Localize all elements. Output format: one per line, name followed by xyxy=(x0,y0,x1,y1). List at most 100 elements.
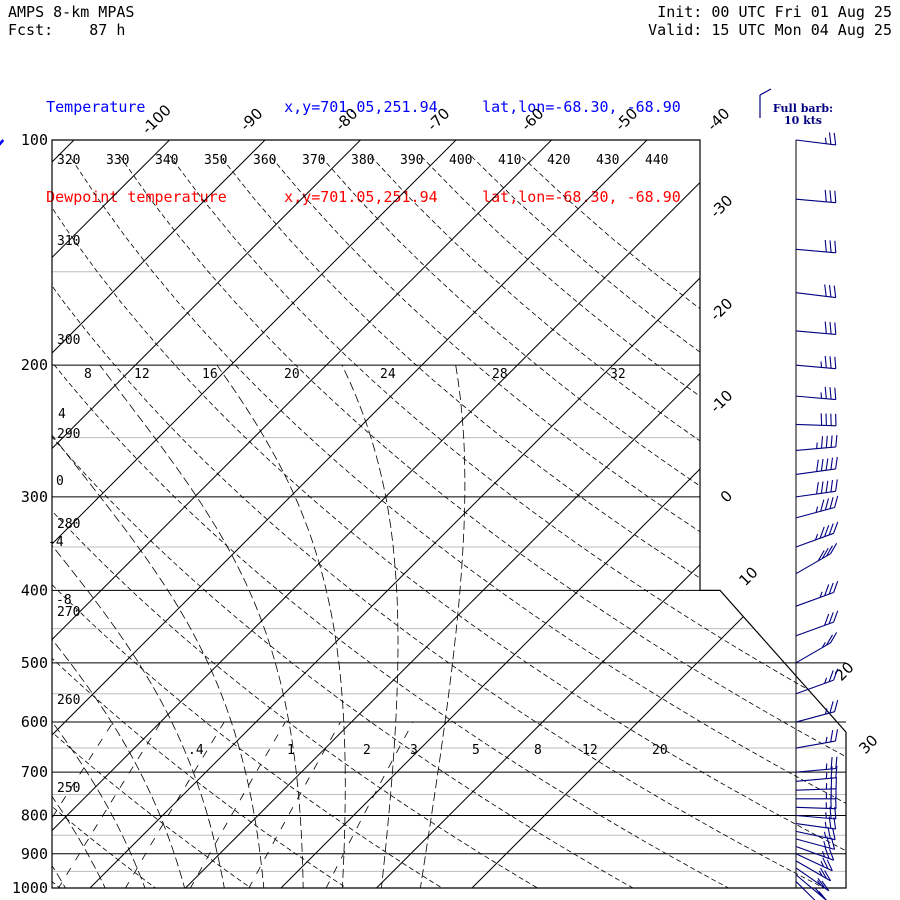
barb-staff xyxy=(795,679,834,695)
barb-full xyxy=(818,890,827,900)
isotherm-label: -20 xyxy=(706,294,736,324)
barb-full xyxy=(834,190,837,203)
mixing-ratio-label: 20 xyxy=(652,743,668,758)
wind-barb xyxy=(795,632,838,664)
wind-barb xyxy=(795,874,827,900)
temperature-series xyxy=(0,139,5,146)
barb-full xyxy=(824,525,830,537)
theta-e-label: 20 xyxy=(284,367,300,382)
header-right: Init: 00 UTC Fri 01 Aug 25 Valid: 15 UTC… xyxy=(648,3,892,39)
barb-full xyxy=(828,285,832,298)
theta-label: 380 xyxy=(351,153,374,168)
wind-barb xyxy=(795,836,836,850)
theta-label: 280 xyxy=(57,517,80,532)
model-name: AMPS 8-km MPAS xyxy=(8,3,135,21)
barb-full xyxy=(816,459,819,472)
pressure-tick-label: 100 xyxy=(21,131,48,149)
moist-adiabat xyxy=(216,364,346,888)
theta-label: 350 xyxy=(204,153,227,168)
barb-full xyxy=(824,584,830,596)
isotherm-line xyxy=(52,140,648,888)
barb-full xyxy=(829,387,832,400)
theta-label: 300 xyxy=(57,333,80,348)
barb-half xyxy=(825,736,828,743)
barb-full xyxy=(834,495,839,508)
wind-barb xyxy=(795,853,833,872)
barb-full xyxy=(820,436,824,449)
barb-full xyxy=(833,668,839,681)
wind-barb xyxy=(795,699,839,723)
plot-frame xyxy=(51,139,847,889)
grid-layer xyxy=(52,140,846,888)
barb-half xyxy=(824,137,827,144)
barb-full xyxy=(829,701,834,714)
barb-staff xyxy=(795,845,834,861)
mixing-ratio-line xyxy=(52,721,114,888)
pressure-tick-label: 500 xyxy=(21,654,48,672)
barb-full xyxy=(828,816,832,829)
theta-label: 410 xyxy=(498,153,521,168)
barb-staff xyxy=(795,838,835,850)
barb-half xyxy=(820,860,825,867)
theta-e-label: 16 xyxy=(202,367,218,382)
barb-key-flag xyxy=(759,88,772,96)
dry-adiabat xyxy=(320,155,846,888)
barb-staff xyxy=(795,468,836,476)
barb-full xyxy=(824,189,827,202)
barb-staff xyxy=(795,867,830,892)
barb-full xyxy=(816,482,819,495)
barb-full xyxy=(833,285,837,298)
init-time: Init: 00 UTC Fri 01 Aug 25 xyxy=(657,3,892,21)
isotherm-label: -80 xyxy=(331,104,361,134)
barb-full xyxy=(820,499,825,512)
theta-label: 260 xyxy=(57,693,80,708)
barb-half xyxy=(825,812,827,819)
barb-full xyxy=(828,612,834,624)
barb-key: Full barb: 10 kts xyxy=(768,103,838,127)
barb-full xyxy=(824,498,830,511)
barb-key-line2: 10 kts xyxy=(783,114,823,127)
wind-barb xyxy=(795,355,837,370)
barb-full xyxy=(828,848,835,861)
barb-full xyxy=(834,240,837,253)
dry-adiabat xyxy=(119,155,846,888)
barb-full xyxy=(826,836,831,849)
barb-staff xyxy=(795,853,833,872)
barb-full xyxy=(819,526,825,539)
mixing-ratio-line xyxy=(181,721,286,888)
barb-full xyxy=(835,479,838,492)
isotherm-label: 20 xyxy=(831,658,857,684)
barb-full xyxy=(824,355,827,368)
isotherm-label: -60 xyxy=(517,104,547,134)
barb-full xyxy=(830,837,836,850)
barb-full xyxy=(824,239,827,253)
barb-full xyxy=(828,132,832,145)
wind-barb xyxy=(795,668,839,695)
isotherm-line xyxy=(89,140,839,888)
wind-barb xyxy=(795,881,816,900)
wind-barb xyxy=(795,796,837,810)
barb-staff xyxy=(795,591,834,607)
barb-full xyxy=(833,132,837,145)
dry-adiabat xyxy=(52,155,662,888)
wind-barb xyxy=(795,729,839,749)
theta-e-label: -8 xyxy=(56,593,72,608)
barb-full xyxy=(829,240,832,253)
barb-full xyxy=(835,765,838,778)
barb-half xyxy=(821,642,826,648)
theta-label: 370 xyxy=(302,153,325,168)
barb-staff xyxy=(795,490,836,498)
isotherm-label: -30 xyxy=(706,191,736,221)
barb-full xyxy=(835,456,838,469)
moist-adiabat xyxy=(341,365,399,888)
barb-full xyxy=(830,480,834,493)
barb-full xyxy=(829,190,832,203)
barb-full xyxy=(826,859,833,871)
dry-adiabat xyxy=(52,155,178,888)
legend: Temperature x,y=701.05,251.94 lat,lon=-68.… xyxy=(10,44,681,242)
barb-full xyxy=(828,523,834,536)
isotherm-line xyxy=(52,140,457,888)
barb-full xyxy=(835,756,838,769)
dry-adiabat xyxy=(52,155,565,888)
barb-key-line1: Full barb: xyxy=(772,102,834,115)
